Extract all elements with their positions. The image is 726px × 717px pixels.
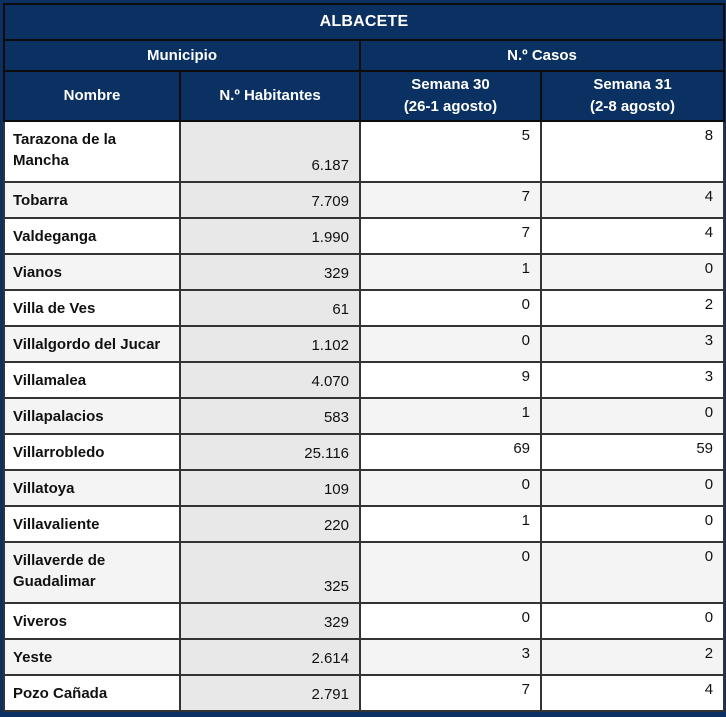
semana31-value: 0 bbox=[539, 252, 726, 291]
municipality-name: Villalgordo del Jucar bbox=[3, 324, 181, 363]
municipality-cases-table: ALBACETE Municipio N.º Casos Nombre N.º … bbox=[2, 3, 726, 712]
habitantes-value: 1.990 bbox=[179, 216, 361, 255]
municipality-name: Vianos bbox=[3, 252, 181, 291]
semana31-label: Semana 31 bbox=[593, 76, 672, 93]
municipality-name: Tobarra bbox=[3, 180, 181, 219]
column-header-habitantes: N.º Habitantes bbox=[179, 70, 361, 122]
semana31-value: 0 bbox=[539, 396, 726, 435]
table-row: Villavaliente 220 1 0 bbox=[3, 504, 726, 543]
table-row: Yeste 2.614 3 2 bbox=[3, 637, 726, 676]
column-header-semana31: Semana 31 (2-8 agosto) bbox=[539, 70, 726, 122]
habitantes-value: 109 bbox=[179, 468, 361, 507]
column-header-nombre: Nombre bbox=[3, 70, 181, 122]
semana30-value: 0 bbox=[359, 601, 542, 640]
municipality-name: Valdeganga bbox=[3, 216, 181, 255]
semana31-value: 59 bbox=[539, 432, 726, 471]
habitantes-value: 2.791 bbox=[179, 673, 361, 712]
semana31-value: 3 bbox=[539, 324, 726, 363]
semana31-sublabel: (2-8 agosto) bbox=[590, 97, 676, 115]
semana30-value: 3 bbox=[359, 637, 542, 676]
table-row: Villalgordo del Jucar 1.102 0 3 bbox=[3, 324, 726, 363]
semana30-value: 1 bbox=[359, 504, 542, 543]
semana31-value: 0 bbox=[539, 468, 726, 507]
table-row: Villaverde de Guadalimar 325 0 0 bbox=[3, 540, 726, 604]
habitantes-value: 329 bbox=[179, 252, 361, 291]
table-row: Tobarra 7.709 7 4 bbox=[3, 180, 726, 219]
table-header: ALBACETE Municipio N.º Casos Nombre N.º … bbox=[2, 3, 726, 122]
semana31-value: 0 bbox=[539, 504, 726, 543]
habitantes-value: 220 bbox=[179, 504, 361, 543]
semana30-value: 7 bbox=[359, 216, 542, 255]
municipality-name: Villarrobledo bbox=[3, 432, 181, 471]
table-row: Valdeganga 1.990 7 4 bbox=[3, 216, 726, 255]
table-row: Pozo Cañada 2.791 7 4 bbox=[3, 673, 726, 712]
semana30-value: 7 bbox=[359, 673, 542, 712]
group-header-municipio: Municipio bbox=[3, 39, 361, 72]
habitantes-value: 6.187 bbox=[179, 119, 361, 183]
table-body: Tarazona de la Mancha 6.187 5 8 Tobarra … bbox=[3, 119, 726, 712]
semana30-label: Semana 30 bbox=[411, 76, 490, 93]
table-row: Villapalacios 583 1 0 bbox=[3, 396, 726, 435]
municipality-name: Viveros bbox=[3, 601, 181, 640]
municipality-name: Pozo Cañada bbox=[3, 673, 181, 712]
municipality-name: Villamalea bbox=[3, 360, 181, 399]
semana31-value: 0 bbox=[539, 540, 726, 604]
habitantes-value: 61 bbox=[179, 288, 361, 327]
table-row: Tarazona de la Mancha 6.187 5 8 bbox=[3, 119, 726, 183]
semana31-value: 2 bbox=[539, 637, 726, 676]
municipality-name: Villavaliente bbox=[3, 504, 181, 543]
municipality-name: Villa de Ves bbox=[3, 288, 181, 327]
semana30-value: 0 bbox=[359, 540, 542, 604]
province-title: ALBACETE bbox=[2, 3, 726, 41]
group-header-casos: N.º Casos bbox=[358, 39, 726, 72]
habitantes-value: 1.102 bbox=[179, 324, 361, 363]
semana31-value: 0 bbox=[539, 601, 726, 640]
table-row: Villa de Ves 61 0 2 bbox=[3, 288, 726, 327]
municipality-name: Villatoya bbox=[3, 468, 181, 507]
municipality-name: Tarazona de la Mancha bbox=[3, 119, 181, 183]
habitantes-value: 2.614 bbox=[179, 637, 361, 676]
semana31-value: 3 bbox=[539, 360, 726, 399]
column-header-row: Nombre N.º Habitantes Semana 30 (26-1 ag… bbox=[3, 70, 726, 122]
semana30-value: 0 bbox=[359, 324, 542, 363]
municipality-name: Villaverde de Guadalimar bbox=[3, 540, 181, 604]
semana30-value: 1 bbox=[359, 252, 542, 291]
group-header-row: Municipio N.º Casos bbox=[3, 39, 726, 72]
semana30-value: 7 bbox=[359, 180, 542, 219]
semana31-value: 2 bbox=[539, 288, 726, 327]
habitantes-value: 25.116 bbox=[179, 432, 361, 471]
table-row: Villarrobledo 25.116 69 59 bbox=[3, 432, 726, 471]
habitantes-value: 583 bbox=[179, 396, 361, 435]
semana30-value: 69 bbox=[359, 432, 542, 471]
table-row: Viveros 329 0 0 bbox=[3, 601, 726, 640]
table-row: Vianos 329 1 0 bbox=[3, 252, 726, 291]
semana30-sublabel: (26-1 agosto) bbox=[403, 97, 498, 115]
semana30-value: 9 bbox=[359, 360, 542, 399]
semana30-value: 1 bbox=[359, 396, 542, 435]
semana30-value: 0 bbox=[359, 468, 542, 507]
semana30-value: 5 bbox=[359, 119, 542, 183]
semana31-value: 4 bbox=[539, 180, 726, 219]
habitantes-value: 325 bbox=[179, 540, 361, 604]
province-title-row: ALBACETE bbox=[2, 3, 726, 41]
table-row: Villamalea 4.070 9 3 bbox=[3, 360, 726, 399]
semana31-value: 8 bbox=[539, 119, 726, 183]
semana31-value: 4 bbox=[539, 216, 726, 255]
habitantes-value: 4.070 bbox=[179, 360, 361, 399]
habitantes-value: 329 bbox=[179, 601, 361, 640]
table-row: Villatoya 109 0 0 bbox=[3, 468, 726, 507]
column-header-semana30: Semana 30 (26-1 agosto) bbox=[359, 70, 542, 122]
habitantes-value: 7.709 bbox=[179, 180, 361, 219]
semana30-value: 0 bbox=[359, 288, 542, 327]
municipality-name: Yeste bbox=[3, 637, 181, 676]
semana31-value: 4 bbox=[539, 673, 726, 712]
municipality-name: Villapalacios bbox=[3, 396, 181, 435]
